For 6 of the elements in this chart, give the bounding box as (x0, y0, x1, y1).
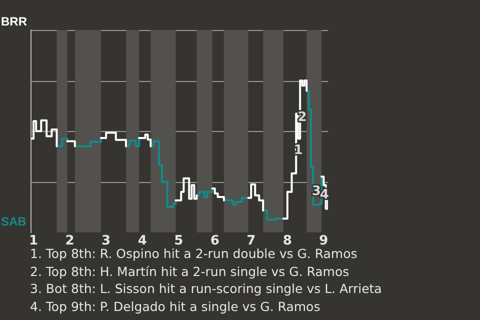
text: 2. Top 8th: H. Martín hit a 2-run single vs G. Ramos (30, 262, 350, 280)
text: 4. Top 9th: P. Delgado hit a single vs G. Ramos (30, 298, 322, 315)
text: 3. Bot 8th: L. Sisson hit a run-scoring single vs L. Arrieta (30, 280, 382, 298)
annotation: 3 (312, 184, 321, 200)
text: BRR (1, 14, 28, 28)
text: SAB (1, 214, 27, 229)
